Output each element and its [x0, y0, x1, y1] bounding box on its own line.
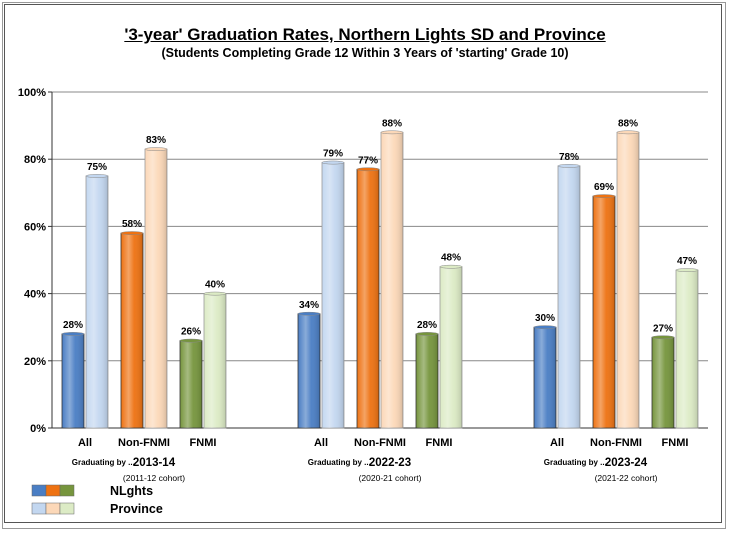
nlghts-bar-shading	[534, 327, 556, 428]
province-data-label: 48%	[441, 253, 461, 264]
nlghts-bar-top	[179, 338, 203, 343]
nlghts-data-label: 28%	[417, 320, 437, 331]
nlghts-bar-top	[61, 332, 85, 336]
province-bar-shading	[558, 165, 580, 429]
nlghts-bar-shading	[593, 196, 615, 428]
year-label: 2023-24	[605, 457, 648, 469]
nlghts-bar-shading	[62, 333, 84, 428]
province-bar-shading	[617, 132, 639, 428]
province-data-label: 79%	[323, 149, 343, 160]
nlghts-bar-shading	[298, 313, 320, 428]
province-bar-shading	[381, 132, 403, 428]
y-tick-label: 0%	[30, 423, 46, 435]
nlghts-data-label: 28%	[63, 320, 83, 331]
nlghts-bar-top	[415, 332, 439, 336]
y-tick-label: 60%	[24, 221, 46, 233]
province-data-label: 88%	[618, 118, 638, 129]
nlghts-bar-shading	[180, 340, 202, 428]
province-bar-top	[439, 264, 463, 269]
province-data-label: 88%	[382, 118, 402, 129]
nlghts-data-label: 58%	[122, 219, 142, 230]
y-tick-label: 80%	[24, 154, 46, 166]
nlghts-data-label: 34%	[299, 300, 319, 311]
nlghts-bar-top	[651, 335, 675, 340]
category-label: All	[314, 437, 328, 449]
province-data-label: 83%	[146, 135, 166, 146]
province-bar-top	[675, 268, 699, 272]
cohort-label: (2020-21 cohort)	[359, 473, 422, 483]
province-bar-top	[144, 147, 168, 151]
year-label: 2022-23	[369, 457, 411, 469]
province-bar-top	[85, 174, 109, 178]
province-bar-shading	[86, 176, 108, 428]
nlghts-bar-top	[533, 325, 557, 330]
graduating-label: Graduating by ...	[72, 458, 135, 467]
province-bar-top	[557, 164, 581, 168]
province-bar-top	[616, 130, 640, 135]
legend: NLghts Province	[31, 484, 163, 516]
province-data-label: 47%	[677, 256, 697, 267]
y-axis: 0% 20% 40% 60% 80% 100%	[18, 87, 53, 435]
y-tick-label: 100%	[18, 87, 46, 99]
legend-swatch	[59, 502, 75, 515]
province-bar-top	[321, 160, 345, 165]
graduating-label: Graduating by ...	[308, 458, 371, 467]
legend-swatch	[31, 484, 47, 497]
y-tick-label: 40%	[24, 289, 46, 301]
category-label: All	[78, 437, 92, 449]
cohort-label: (2011-12 cohort)	[123, 473, 185, 483]
legend-label: NLghts	[110, 484, 153, 498]
y-tick-label: 20%	[24, 356, 46, 368]
nlghts-bar-shading	[121, 233, 143, 428]
category-label: Non-FNMI	[118, 437, 170, 449]
province-data-label: 75%	[87, 162, 107, 173]
nlghts-data-label: 77%	[358, 155, 378, 166]
province-bar-shading	[676, 270, 698, 428]
chart-title: '3-year' Graduation Rates, Northern Ligh…	[124, 25, 606, 44]
nlghts-data-label: 69%	[594, 182, 614, 193]
legend-swatch	[45, 502, 61, 515]
nlghts-data-label: 26%	[181, 327, 201, 338]
graduating-label: Graduating by ...	[544, 458, 607, 467]
category-label: Non-FNMI	[590, 437, 642, 449]
province-bar-shading	[440, 266, 462, 428]
nlghts-data-label: 30%	[535, 313, 555, 324]
year-label: 2013-14	[133, 457, 176, 469]
nlghts-bar-top	[297, 311, 321, 316]
legend-label: Province	[110, 502, 163, 516]
legend-swatch	[45, 484, 61, 497]
category-label: FNMI	[426, 437, 453, 449]
category-label: All	[550, 437, 564, 449]
cohort-label: (2021-22 cohort)	[595, 473, 658, 483]
nlghts-data-label: 27%	[653, 323, 673, 334]
nlghts-bar-shading	[652, 337, 674, 428]
nlghts-bar-top	[356, 167, 380, 172]
province-data-label: 40%	[205, 280, 225, 291]
province-bar-top	[203, 291, 227, 296]
chart-subtitle: (Students Completing Grade 12 Within 3 Y…	[161, 46, 569, 60]
nlghts-bar-shading	[416, 333, 438, 428]
legend-swatch	[31, 502, 47, 515]
legend-swatch	[59, 484, 75, 497]
nlghts-bar-top	[592, 194, 616, 199]
nlghts-bar-top	[120, 231, 144, 235]
category-label: Non-FNMI	[354, 437, 406, 449]
province-bar-shading	[145, 149, 167, 428]
province-data-label: 78%	[559, 152, 579, 163]
category-label: FNMI	[662, 437, 689, 449]
province-bar-shading	[204, 293, 226, 428]
nlghts-bar-shading	[357, 169, 379, 428]
bars: 28% 75% 58% 83% 26% 40% 34% 79% 77% 88% 28% 48% 30% 7…	[61, 118, 699, 429]
category-label: FNMI	[190, 437, 217, 449]
province-bar-shading	[322, 162, 344, 428]
province-bar-top	[380, 130, 404, 135]
